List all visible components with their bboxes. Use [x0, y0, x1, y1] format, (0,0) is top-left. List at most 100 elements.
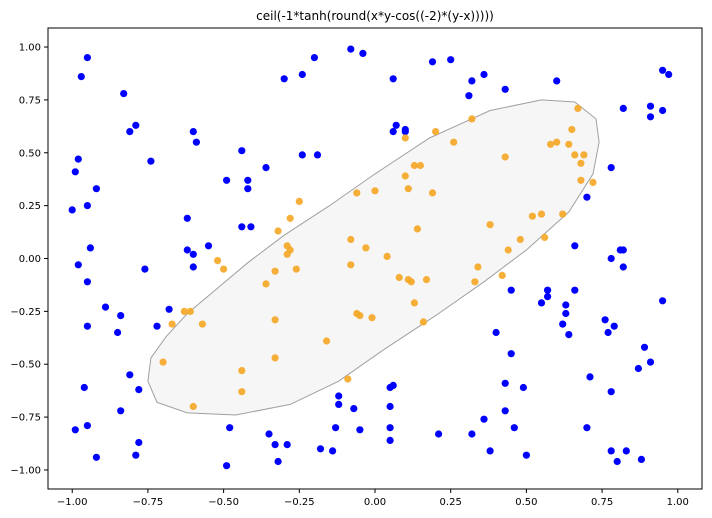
class-a-point [386, 424, 394, 432]
class-b-point [559, 210, 567, 218]
class-a-point [120, 90, 128, 98]
class-b-point [295, 197, 303, 205]
class-a-point [117, 407, 125, 415]
class-b-point [262, 280, 270, 288]
class-b-point [516, 235, 524, 244]
class-a-point [607, 254, 615, 263]
class-b-point [416, 161, 424, 170]
class-a-point [659, 106, 667, 115]
x-tick-label: 0.00 [364, 497, 386, 508]
class-b-point [404, 185, 412, 193]
class-a-point [153, 322, 161, 330]
class-a-point [480, 70, 488, 79]
class-a-point [553, 77, 561, 85]
class-a-point [183, 214, 191, 222]
class-a-point [74, 155, 82, 163]
class-a-point [189, 128, 197, 136]
class-b-point [362, 244, 370, 252]
class-a-point [501, 379, 509, 387]
class-a-point [607, 164, 615, 172]
class-a-point [141, 265, 149, 273]
class-b-point [383, 252, 391, 260]
class-a-point [435, 430, 443, 438]
class-b-point [395, 273, 403, 282]
class-a-point [559, 320, 567, 328]
class-b-point [410, 299, 418, 307]
x-tick-label: 0.75 [591, 497, 613, 508]
class-b-point [353, 189, 361, 197]
class-b-point [501, 153, 509, 161]
y-tick-label: −0.50 [10, 360, 41, 371]
class-a-point [583, 424, 591, 432]
class-a-point [565, 331, 573, 339]
class-a-point [659, 297, 667, 305]
class-a-point [316, 445, 325, 453]
class-a-point [238, 147, 246, 155]
class-a-point [83, 322, 91, 330]
class-a-point [350, 405, 358, 413]
class-a-point [310, 54, 318, 62]
class-a-point [544, 293, 552, 301]
class-a-point [147, 157, 155, 165]
class-b-point [410, 161, 418, 170]
class-a-point [646, 113, 655, 121]
class-b-point [541, 233, 549, 241]
decision-region [147, 99, 600, 416]
class-a-point [604, 328, 612, 337]
class-a-point [298, 151, 306, 159]
class-a-point [637, 455, 646, 463]
class-a-point [189, 250, 197, 258]
y-tick-label: 0.25 [19, 201, 41, 212]
class-a-point [83, 422, 91, 430]
y-tick-label: 0.00 [19, 254, 41, 265]
class-a-point [392, 121, 400, 129]
class-a-point [165, 305, 173, 313]
class-b-point [407, 278, 415, 286]
class-b-point [168, 320, 176, 328]
class-b-point [577, 159, 585, 167]
class-a-point [356, 426, 364, 434]
class-a-point [619, 246, 627, 254]
class-b-point [189, 402, 197, 411]
class-b-point [553, 138, 561, 146]
y-axis: 1.00 0.75 0.50 0.25 0.00 −0.25 −0.50 −0.75 −1.00 [10, 43, 48, 476]
class-a-point [313, 151, 322, 159]
class-b-point [292, 265, 300, 273]
class-b-point [271, 354, 279, 362]
class-b-point [238, 367, 246, 375]
y-tick-label: −1.00 [10, 465, 41, 476]
class-a-point [659, 66, 667, 74]
class-b-point [432, 128, 440, 136]
class-a-point [510, 424, 518, 432]
class-a-point [428, 58, 437, 66]
class-a-point [71, 168, 79, 176]
class-b-point [220, 265, 228, 273]
class-a-point [610, 322, 618, 330]
class-a-point [135, 438, 143, 447]
class-a-point [244, 185, 252, 193]
y-tick-label: −0.75 [10, 413, 41, 424]
x-tick-label: 0.50 [515, 497, 537, 508]
class-a-point [646, 358, 655, 366]
class-a-point [465, 92, 473, 100]
class-a-point [389, 381, 397, 389]
class-a-point [204, 242, 213, 250]
class-b-point [198, 320, 206, 328]
class-b-point [401, 134, 409, 142]
class-a-point [86, 244, 94, 252]
class-a-point [71, 426, 79, 434]
class-a-point [126, 371, 134, 379]
class-b-point [274, 227, 282, 235]
class-b-point [468, 115, 476, 123]
class-a-point [238, 223, 246, 231]
class-b-point [428, 189, 437, 197]
class-a-point [298, 70, 306, 79]
class-a-point [665, 70, 673, 79]
class-a-point [507, 286, 515, 294]
class-a-point [634, 364, 643, 373]
class-a-point [183, 246, 191, 254]
x-tick-label: −0.50 [208, 497, 239, 508]
class-a-point [640, 343, 649, 351]
class-b-point [401, 172, 409, 180]
chart-title: ceil(-1*tanh(round(x*y-cos((-2)*(y-x))))… [256, 9, 494, 23]
